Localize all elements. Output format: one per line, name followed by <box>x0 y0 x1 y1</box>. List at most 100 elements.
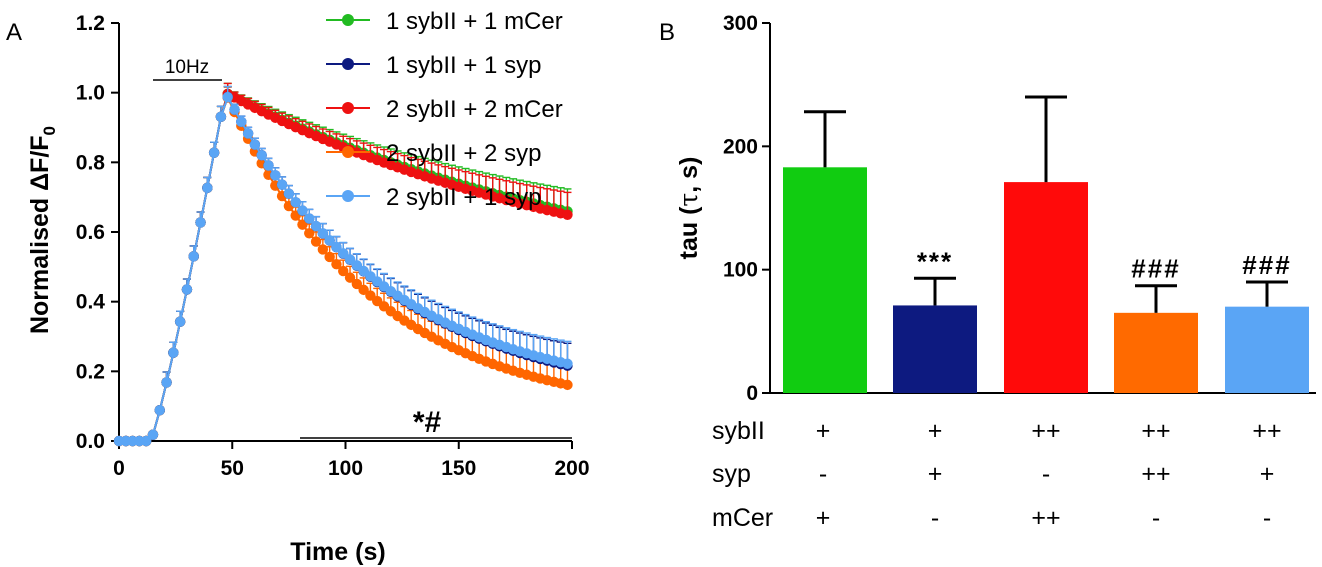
data-point <box>562 209 573 220</box>
condition-cell: - <box>819 460 827 488</box>
x-tick-label: 100 <box>328 457 363 480</box>
condition-cell: + <box>1260 460 1275 488</box>
data-point <box>188 251 199 262</box>
y-tick-label: 0.0 <box>76 430 105 453</box>
condition-cell: - <box>931 504 939 532</box>
condition-cell: - <box>1152 504 1160 532</box>
data-point <box>229 104 240 115</box>
condition-cell: + <box>928 460 943 488</box>
condition-cell: ++ <box>1031 504 1060 532</box>
data-point <box>140 435 152 447</box>
data-point <box>304 213 315 224</box>
condition-cell: + <box>928 417 943 445</box>
legend-entry: 2 sybII + 2 syp <box>386 140 541 167</box>
y-tick-label: 100 <box>723 259 758 282</box>
data-point <box>263 160 274 171</box>
data-point <box>168 347 179 358</box>
panel-b-conditions-table: sybII + + ++ ++ ++syp - + - ++ +mCer + - ++ - - <box>712 417 1282 532</box>
data-point <box>297 205 308 216</box>
y-tick-label: 1.0 <box>76 82 105 105</box>
x-tick-label: 0 <box>113 457 125 480</box>
data-point <box>276 179 288 190</box>
condition-cell: ++ <box>1141 417 1170 445</box>
data-point <box>270 170 281 181</box>
bar <box>783 167 867 393</box>
condition-cell: - <box>1042 460 1050 488</box>
panel-a-x-ticks: 0 50 100 150 200 <box>113 441 590 480</box>
data-point <box>310 236 322 247</box>
data-point <box>195 217 206 228</box>
data-point <box>256 150 267 161</box>
condition-cell: + <box>816 504 831 532</box>
data-point <box>344 272 356 283</box>
panel-b-y-ticks: 0 100 200 300 <box>723 12 770 405</box>
stimulus-label: 10Hz <box>165 57 209 78</box>
condition-cell: ++ <box>1141 460 1170 488</box>
data-point <box>181 284 193 295</box>
data-point <box>290 197 301 208</box>
y-tick-label: 0.4 <box>76 291 106 314</box>
data-point <box>324 235 335 246</box>
panel-a-y-axis-title: Normalised ΔF/F0 <box>26 126 59 334</box>
significance-annotation: ### <box>1131 254 1180 284</box>
condition-row-label: syp <box>712 460 751 488</box>
data-point <box>338 265 349 277</box>
legend-marker <box>342 58 354 70</box>
x-tick-label: 200 <box>554 457 589 480</box>
data-point <box>331 258 342 270</box>
legend-marker <box>342 190 354 202</box>
panel-b: B 0 100 200 300 tau (τ, s) *** ### ### sybII +… <box>659 12 1316 532</box>
data-point <box>310 220 322 232</box>
bar <box>1225 306 1309 393</box>
panel-b-letter: B <box>659 19 675 46</box>
legend-entry: 1 sybII + 1 syp <box>386 52 541 79</box>
bar <box>1004 182 1088 393</box>
data-point <box>174 316 186 327</box>
legend-marker <box>342 14 354 26</box>
data-point <box>562 358 573 369</box>
data-point <box>283 188 295 199</box>
data-point <box>324 251 335 263</box>
y-tick-label: 0.8 <box>76 151 106 174</box>
y-tick-label: 200 <box>723 135 758 158</box>
significance-annotation: ### <box>1242 250 1291 280</box>
y-tick-label: 0 <box>746 382 758 405</box>
condition-row-label: mCer <box>712 504 773 532</box>
data-point <box>331 241 342 253</box>
significance-annotation: *** <box>917 246 953 276</box>
x-tick-label: 150 <box>441 457 476 480</box>
data-point <box>202 182 213 194</box>
data-point <box>358 284 369 296</box>
data-point <box>154 405 165 416</box>
data-point <box>236 116 247 128</box>
panel-b-bars: *** ### ### <box>783 95 1309 393</box>
data-point <box>147 429 159 440</box>
panel-a-letter: A <box>6 19 22 46</box>
data-point <box>304 228 315 239</box>
data-point <box>344 254 356 265</box>
legend-marker <box>342 146 354 158</box>
x-tick-label: 50 <box>221 457 244 480</box>
bar <box>893 305 977 393</box>
legend-entry: 2 sybII + 1 syp <box>386 184 541 211</box>
significance-label: *# <box>413 406 442 439</box>
data-point <box>317 244 329 255</box>
bar <box>1114 312 1198 393</box>
legend-entry: 1 sybII + 1 mCer <box>386 8 563 35</box>
condition-cell: ++ <box>1031 417 1060 445</box>
data-point <box>161 377 172 388</box>
y-tick-label: 300 <box>723 12 758 35</box>
data-point <box>222 91 233 103</box>
y-tick-label: 0.2 <box>76 360 105 383</box>
data-point <box>351 278 363 290</box>
legend-entry: 2 sybII + 2 mCer <box>386 96 563 123</box>
panel-a-y-ticks: 0.0 0.2 0.4 0.6 0.8 1.0 1.2 <box>76 12 119 453</box>
data-point <box>562 379 573 391</box>
y-tick-label: 0.6 <box>76 221 105 244</box>
data-point <box>297 219 308 230</box>
panel-b-y-axis-title: tau (τ, s) <box>674 157 703 260</box>
legend-marker <box>342 102 354 114</box>
panel-a: A 0.0 0.2 0.4 0.6 0.8 1.0 1.2 0 50 100 150 200 Tim… <box>6 8 590 566</box>
condition-cell: - <box>1263 504 1271 532</box>
